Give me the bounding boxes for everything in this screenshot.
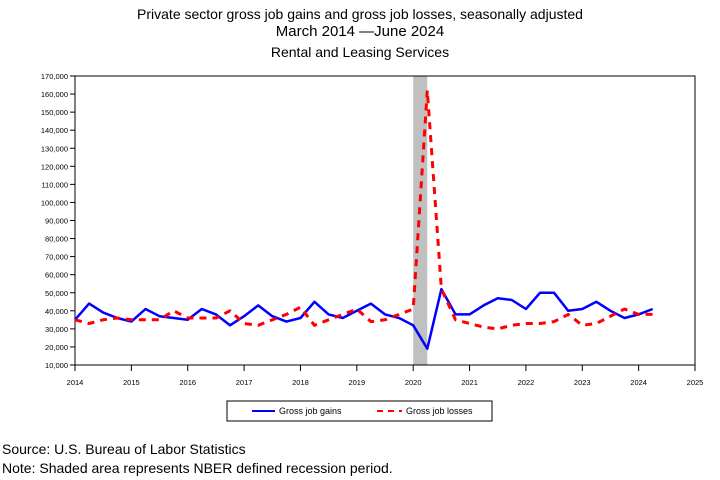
x-tick-label: 2024: [630, 378, 647, 387]
legend-box: [226, 400, 493, 422]
x-tick-label: 2022: [518, 378, 535, 387]
x-tick-label: 2016: [179, 378, 196, 387]
y-tick-label: 40,000: [45, 307, 68, 316]
y-tick-label: 70,000: [45, 253, 68, 262]
y-tick-label: 110,000: [41, 180, 68, 189]
source-note: Source: U.S. Bureau of Labor Statistics: [2, 441, 246, 457]
x-tick-label: 2017: [236, 378, 253, 387]
recession-note: Note: Shaded area represents NBER define…: [2, 460, 393, 476]
chart-area: 10,000 20,000 30,000 40,000 50,000 60,000 70,0…: [41, 72, 704, 422]
chart-title: Private sector gross job gains and gross…: [137, 6, 583, 22]
legend: Gross job gains Gross job losses: [226, 400, 493, 422]
chart-subtitle-dates: March 2014 —June 2024: [275, 23, 445, 40]
y-tick-label: 60,000: [45, 271, 68, 280]
y-tick-label: 130,000: [41, 144, 68, 153]
y-tick-label: 90,000: [45, 217, 68, 226]
gains-series-line: [74, 287, 654, 350]
y-tick-label: 140,000: [41, 126, 68, 135]
x-tick-label: 2023: [574, 378, 591, 387]
y-tick-label: 160,000: [41, 90, 68, 99]
x-tick-label: 2020: [405, 378, 422, 387]
y-tick-label: 120,000: [41, 162, 68, 171]
y-tick-label: 150,000: [41, 108, 68, 117]
y-tick-label: 80,000: [45, 235, 68, 244]
y-tick-label: 20,000: [45, 343, 68, 352]
x-tick-label: 2021: [461, 378, 478, 387]
y-tick-label: 30,000: [45, 325, 68, 334]
legend-losses-label: Gross job losses: [406, 406, 473, 416]
x-tick-label: 2015: [123, 378, 140, 387]
y-tick-label: 170,000: [41, 72, 68, 81]
losses-series-line: [74, 88, 653, 331]
x-tick-label: 2014: [67, 378, 84, 387]
legend-gains-label: Gross job gains: [279, 406, 342, 416]
y-tick-label: 100,000: [41, 198, 68, 207]
chart-subtitle-industry: Rental and Leasing Services: [270, 44, 450, 60]
y-tick-label: 50,000: [45, 289, 68, 298]
x-tick-label: 2018: [292, 378, 309, 387]
y-tick-label: 10,000: [45, 361, 68, 370]
x-tick-label: 2025: [687, 378, 704, 387]
x-tick-label: 2019: [348, 378, 365, 387]
